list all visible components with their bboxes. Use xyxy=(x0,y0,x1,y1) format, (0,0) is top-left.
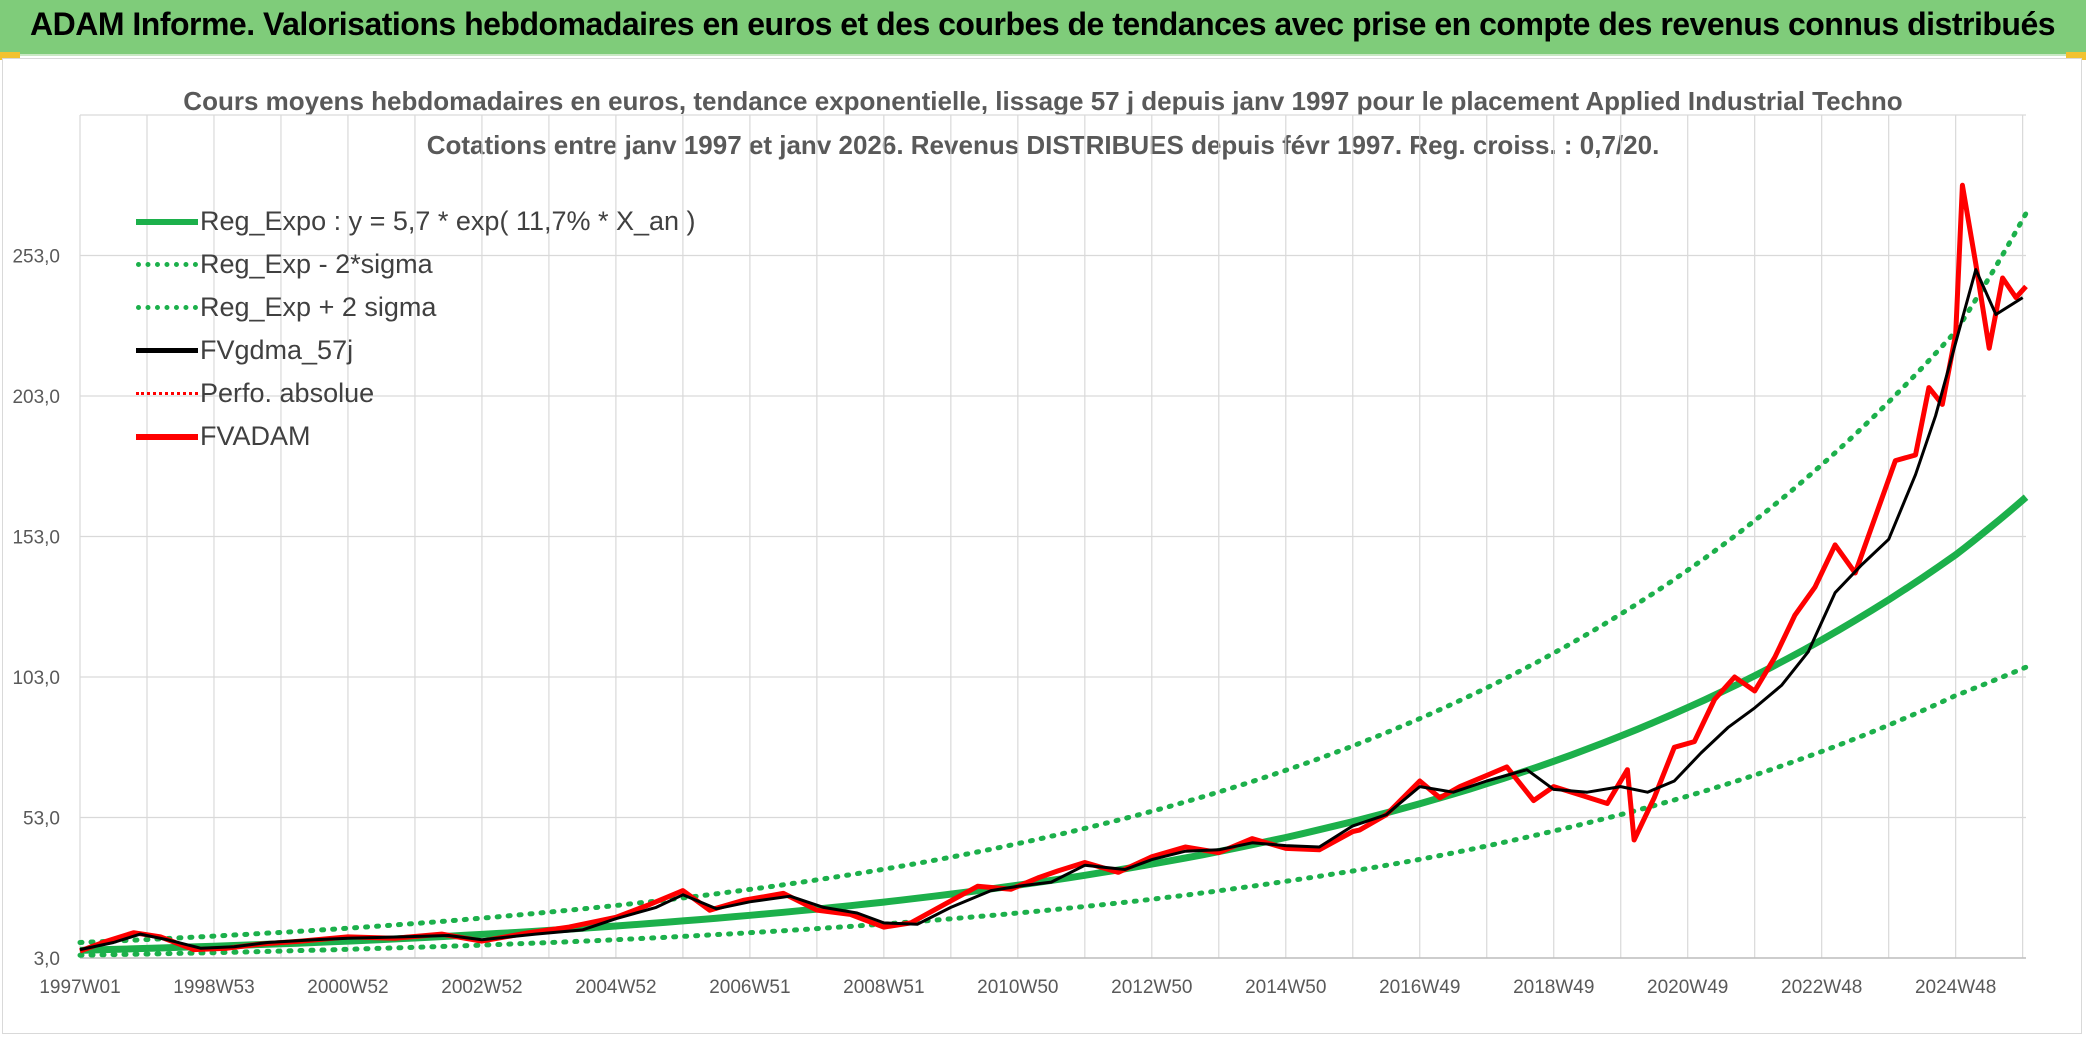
legend-label: FVADAM xyxy=(200,421,311,451)
series-reg-exp-plus-2sigma xyxy=(77,210,2029,945)
series-fvadam xyxy=(79,182,2028,954)
x-tick-label: 2000W52 xyxy=(307,977,388,998)
legend-item-fvgdma: FVgdma_57j xyxy=(136,329,696,372)
legend-label: Reg_Expo : y = 5,7 * exp( 11,7% * X_an ) xyxy=(200,206,696,236)
x-tick-label: 2014W50 xyxy=(1245,977,1326,998)
x-tick-label: 2006W51 xyxy=(709,977,790,998)
corner-mark-left xyxy=(0,52,20,60)
legend-item-fvadam: FVADAM xyxy=(136,415,696,458)
y-tick-label: 3,0 xyxy=(34,949,60,970)
x-tick-label: 2008W51 xyxy=(843,977,924,998)
x-tick-label: 1997W01 xyxy=(39,977,120,998)
legend-label: Reg_Exp - 2*sigma xyxy=(200,249,433,279)
x-tick-label: 2010W50 xyxy=(977,977,1058,998)
legend-swatch xyxy=(136,392,198,395)
tick-labels: 3,0 53,0 103,0 153,0 203,0 253,0 1997W01 1998W5… xyxy=(12,247,1996,999)
x-tick-label: 2018W49 xyxy=(1513,977,1594,998)
x-tick-label: 2002W52 xyxy=(441,977,522,998)
legend-item-reg-expo: Reg_Expo : y = 5,7 * exp( 11,7% * X_an ) xyxy=(136,200,696,243)
legend-swatch xyxy=(136,348,198,353)
series xyxy=(77,182,2029,958)
legend-label: Reg_Exp + 2 sigma xyxy=(200,292,437,322)
chart-legend: Reg_Expo : y = 5,7 * exp( 11,7% * X_an )… xyxy=(136,200,696,458)
report-title: ADAM Informe. Valorisations hebdomadaire… xyxy=(30,6,2056,42)
legend-item-reg-exp-minus: Reg_Exp - 2*sigma xyxy=(136,243,696,286)
x-tick-label: 2020W49 xyxy=(1647,977,1728,998)
y-tick-label: 153,0 xyxy=(12,528,60,549)
x-tick-label: 1998W53 xyxy=(173,977,254,998)
x-tick-label: 2016W49 xyxy=(1379,977,1460,998)
chart-area xyxy=(2,58,2082,1034)
y-tick-label: 203,0 xyxy=(12,387,60,408)
legend-swatch xyxy=(136,305,198,310)
series-reg-exp-minus-2sigma xyxy=(77,664,2029,958)
legend-swatch xyxy=(136,262,198,267)
report-banner: ADAM Informe. Valorisations hebdomadaire… xyxy=(0,0,2086,56)
legend-swatch xyxy=(136,433,198,440)
x-tick-label: 2004W52 xyxy=(575,977,656,998)
x-tick-label: 2024W48 xyxy=(1915,977,1996,998)
legend-item-perfo-absolue: Perfo. absolue xyxy=(136,372,696,415)
series-fvgdma-57j xyxy=(79,268,2024,952)
y-tick-label: 103,0 xyxy=(12,668,60,689)
chart-title-line-1: Cours moyens hebdomadaires en euros, ten… xyxy=(183,86,1903,116)
y-tick-label: 53,0 xyxy=(23,809,60,830)
y-tick-label: 253,0 xyxy=(12,247,60,268)
legend-item-reg-exp-plus: Reg_Exp + 2 sigma xyxy=(136,286,696,329)
corner-mark-right xyxy=(2066,52,2086,60)
legend-label: FVgdma_57j xyxy=(200,335,354,365)
legend-swatch xyxy=(136,218,198,225)
x-tick-label: 2012W50 xyxy=(1111,977,1192,998)
chart-title-line-2: Cotations entre janv 1997 et janv 2026. … xyxy=(426,130,1660,160)
legend-label: Perfo. absolue xyxy=(200,378,375,408)
x-tick-label: 2022W48 xyxy=(1781,977,1862,998)
